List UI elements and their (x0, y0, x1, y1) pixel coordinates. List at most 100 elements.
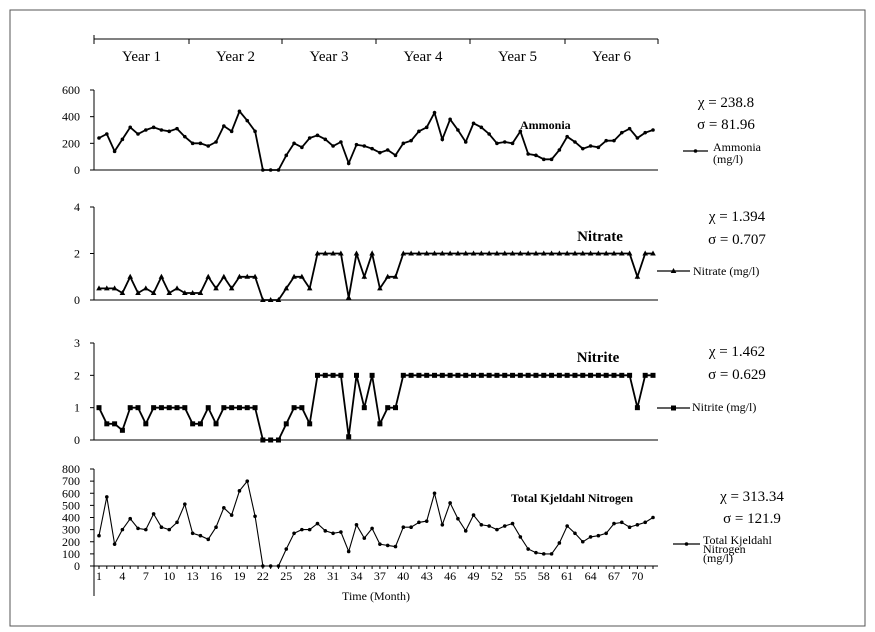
data-point (509, 250, 516, 256)
data-point (510, 372, 516, 378)
series-line (98, 479, 654, 567)
data-point (353, 250, 360, 256)
x-tick-label: 31 (327, 569, 339, 583)
data-point (370, 146, 374, 151)
data-point (236, 273, 243, 279)
data-point (331, 144, 335, 148)
data-point (330, 372, 336, 378)
data-point (495, 527, 499, 532)
data-point (526, 152, 530, 156)
data-point (619, 520, 624, 525)
x-tick-label: 34 (350, 569, 362, 583)
data-point (128, 125, 133, 130)
data-point (183, 134, 187, 139)
data-point (128, 516, 133, 521)
data-point (229, 513, 234, 517)
data-point (417, 129, 421, 134)
year-label: Year 5 (498, 49, 537, 65)
data-point (135, 405, 141, 411)
data-point (362, 144, 367, 148)
data-point (611, 250, 617, 256)
data-point (470, 250, 477, 256)
data-point (596, 145, 601, 150)
data-point (541, 157, 546, 162)
data-point (136, 526, 140, 531)
data-point (291, 273, 297, 279)
std-dev-stat: σ = 121.9 (723, 511, 781, 527)
x-tick-label: 52 (491, 569, 503, 583)
data-point (573, 140, 577, 144)
data-point (619, 372, 625, 378)
data-point (494, 250, 500, 256)
data-point (565, 524, 569, 528)
data-point (190, 141, 195, 146)
data-point (548, 250, 555, 256)
data-point (182, 405, 188, 411)
year-label: Year 6 (592, 49, 631, 65)
data-point (619, 130, 624, 135)
data-point (268, 168, 273, 172)
data-point (245, 479, 250, 483)
data-point (471, 372, 477, 378)
mean-stat: χ = 238.8 (697, 95, 754, 111)
data-point (634, 405, 640, 411)
data-point (330, 250, 336, 256)
data-point (456, 128, 460, 132)
data-point (463, 372, 469, 378)
data-point (525, 250, 531, 256)
data-point (455, 372, 461, 378)
data-point (595, 250, 602, 256)
data-point (183, 502, 187, 506)
data-point (587, 250, 594, 256)
x-tick-label: 49 (468, 569, 480, 583)
data-point (167, 129, 172, 134)
legend-marker (671, 405, 676, 411)
data-point (557, 148, 562, 152)
data-point (596, 533, 601, 538)
data-point (105, 132, 109, 136)
data-point (517, 250, 524, 256)
data-point (416, 372, 422, 378)
data-point (604, 138, 608, 143)
data-point (456, 516, 460, 521)
data-point (260, 297, 266, 302)
x-tick-label: 43 (421, 569, 433, 583)
data-point (111, 285, 118, 291)
data-point (97, 136, 101, 140)
data-point (479, 125, 484, 130)
data-point (315, 133, 320, 138)
data-point (439, 250, 446, 256)
data-point (549, 552, 554, 556)
y-tick-label: 2 (74, 368, 80, 382)
data-point (518, 535, 523, 539)
data-point (213, 421, 219, 427)
data-point (213, 285, 219, 291)
data-point (626, 250, 633, 256)
data-point (214, 140, 218, 144)
data-point (144, 527, 148, 532)
data-point (151, 125, 156, 130)
data-point (651, 128, 655, 132)
legend-label: Ammonia (mg/l) (713, 140, 762, 166)
data-point (190, 531, 195, 536)
data-point (105, 495, 109, 499)
y-tick-label: 400 (62, 110, 80, 124)
data-point (151, 405, 157, 411)
data-point (393, 153, 398, 158)
data-point (119, 290, 126, 296)
data-point (322, 372, 328, 378)
data-point (478, 372, 484, 378)
data-point (409, 138, 413, 143)
x-tick-label: 4 (119, 569, 125, 583)
y-tick-label: 400 (62, 511, 80, 525)
x-tick-label: 7 (143, 569, 149, 583)
data-point (588, 535, 593, 539)
data-point (400, 372, 406, 378)
data-point (331, 531, 335, 536)
data-point (385, 148, 390, 152)
data-point (228, 285, 235, 291)
data-point (120, 137, 125, 142)
data-point (127, 405, 133, 411)
data-point (175, 126, 179, 131)
